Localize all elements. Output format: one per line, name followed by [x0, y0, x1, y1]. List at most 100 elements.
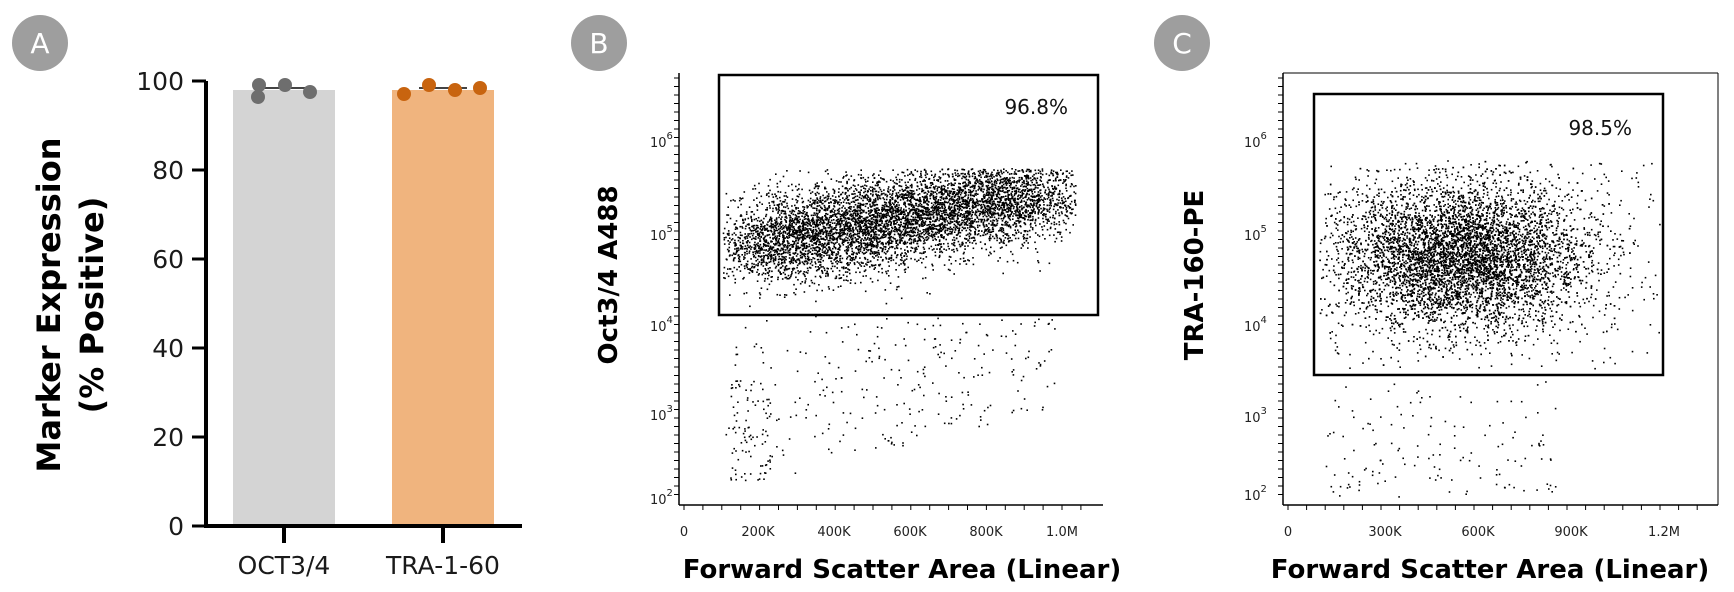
- scatter-point: [822, 223, 824, 225]
- scatter-point: [786, 277, 788, 280]
- scatter-point: [962, 242, 964, 245]
- scatter-point: [885, 204, 888, 206]
- scatter-point: [753, 213, 755, 216]
- scatter-point: [989, 220, 992, 222]
- scatter-point: [844, 229, 846, 232]
- scatter-point: [993, 219, 996, 222]
- scatter-point: [734, 228, 737, 230]
- scatter-point: [784, 191, 787, 194]
- scatter-point: [994, 213, 997, 215]
- scatter-point: [953, 214, 955, 216]
- scatter-point: [999, 257, 1001, 259]
- scatter-point: [862, 217, 865, 220]
- scatter-point: [904, 226, 906, 228]
- scatter-point: [766, 288, 769, 291]
- scatter-point: [875, 207, 878, 209]
- scatter-point: [768, 270, 771, 273]
- scatter-point: [825, 232, 828, 234]
- scatter-point: [801, 238, 804, 241]
- scatter-point: [953, 226, 955, 229]
- scatter-point: [876, 254, 879, 256]
- scatter-point: [925, 195, 928, 197]
- scatter-point: [1012, 259, 1015, 262]
- scatter-point: [1045, 216, 1047, 218]
- scatter-point: [867, 176, 870, 179]
- scatter-point: [1002, 229, 1005, 232]
- scatter-point: [841, 229, 844, 232]
- scatter-point: [986, 208, 988, 210]
- scatter-point: [967, 171, 970, 174]
- scatter-point: [749, 305, 751, 308]
- scatter-point: [996, 222, 999, 225]
- scatter-point: [914, 231, 916, 234]
- scatter-point: [987, 198, 989, 200]
- scatter-point: [819, 255, 821, 258]
- scatter-point: [1044, 208, 1046, 210]
- scatter-point: [868, 226, 870, 228]
- scatter-point: [812, 218, 814, 220]
- scatter-point: [793, 228, 796, 231]
- scatter-point: [898, 195, 901, 198]
- scatter-point: [1032, 200, 1034, 202]
- scatter-point: [873, 232, 876, 235]
- scatter-point: [760, 287, 763, 289]
- scatter-point: [870, 238, 872, 241]
- scatter-point: [923, 217, 925, 219]
- scatter-point: [851, 240, 853, 243]
- scatter-point: [839, 244, 841, 247]
- scatter-point: [906, 246, 908, 248]
- scatter-point: [832, 228, 835, 230]
- scatter-point: [764, 268, 767, 270]
- scatter-point: [1001, 230, 1003, 233]
- scatter-point: [846, 275, 848, 278]
- scatter-point: [810, 214, 813, 217]
- scatter-point: [895, 195, 897, 197]
- scatter-point: [785, 221, 788, 223]
- scatter-point: [862, 176, 865, 179]
- scatter-point: [774, 251, 776, 253]
- scatter-point: [921, 217, 924, 219]
- scatter-point: [877, 191, 880, 193]
- scatter-point: [883, 225, 886, 227]
- scatter-point: [735, 243, 737, 245]
- scatter-point: [927, 214, 930, 216]
- scatter-point: [929, 293, 931, 295]
- scatter-point: [766, 277, 769, 280]
- scatter-point: [830, 219, 833, 222]
- scatter-point: [909, 209, 912, 211]
- scatter-point: [746, 263, 749, 266]
- scatter-point: [1059, 189, 1061, 192]
- scatter-point: [872, 188, 874, 191]
- scatter-point: [754, 247, 757, 250]
- scatter-point: [848, 203, 851, 205]
- scatter-point: [953, 191, 956, 193]
- scatter-point: [943, 217, 946, 219]
- scatter-point: [755, 227, 758, 230]
- scatter-point: [915, 204, 917, 207]
- scatter-point: [974, 213, 976, 216]
- scatter-point: [975, 190, 977, 192]
- scatter-point: [794, 214, 797, 216]
- scatter-point: [846, 229, 849, 232]
- scatter-point: [1003, 206, 1005, 208]
- scatter-point: [852, 193, 854, 195]
- scatter-point: [725, 236, 727, 239]
- scatter-point: [780, 202, 783, 205]
- scatter-point: [770, 224, 772, 227]
- scatter-point: [772, 257, 774, 259]
- scatter-point: [1049, 227, 1052, 230]
- scatter-point: [1062, 196, 1065, 198]
- scatter-point: [857, 238, 859, 240]
- scatter-point: [974, 231, 976, 233]
- scatter-point: [826, 217, 828, 219]
- scatter-point: [950, 210, 953, 212]
- scatter-point: [903, 234, 905, 237]
- scatter-point: [749, 269, 752, 271]
- scatter-point: [993, 212, 996, 214]
- scatter-point: [887, 243, 890, 246]
- scatter-point: [812, 226, 815, 229]
- scatter-point: [1061, 173, 1064, 175]
- scatter-point: [911, 190, 913, 192]
- ytick-60: 60: [152, 245, 184, 274]
- scatter-point: [968, 228, 971, 231]
